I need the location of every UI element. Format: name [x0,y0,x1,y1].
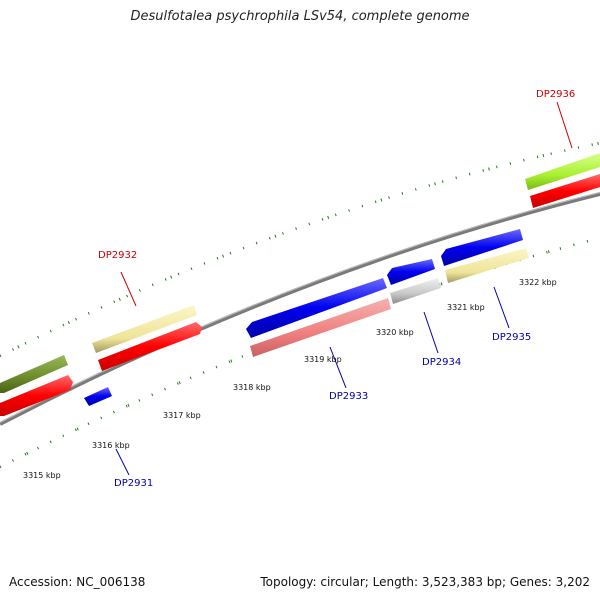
gene-feature-blue[interactable] [387,259,435,285]
gene-feature-red[interactable] [530,174,600,208]
gene-labels: DP2931 DP2932 DP2933 DP2934 DP2935 DP293… [98,89,575,489]
forward-strand-features [0,153,600,416]
outer-tick-track [0,141,600,358]
gene-label-dp2934[interactable]: DP2934 [422,357,461,368]
gene-feature-olive[interactable] [0,355,68,393]
kbp-label: 3322 kbp [519,278,557,287]
gene-feature-grey[interactable] [390,278,441,304]
gene-feature-blue[interactable] [84,387,112,406]
gene-label-dp2931[interactable]: DP2931 [114,478,153,489]
gene-feature-pink[interactable] [250,298,391,357]
kbp-labels: 3315 kbp 3316 kbp 3317 kbp 3318 kbp 3319… [23,278,557,480]
genome-backbone [0,192,600,426]
map-title: Desulfotalea psychrophila LSv54, complet… [130,9,470,24]
gene-feature-blue[interactable] [246,278,387,338]
kbp-label: 3316 kbp [92,441,130,450]
gene-label-dp2933[interactable]: DP2933 [329,391,368,402]
gene-label-dp2935[interactable]: DP2935 [492,332,531,343]
kbp-label: 3319 kbp [304,355,342,364]
accession-text: Accession: NC_006138 [9,575,146,589]
kbp-label: 3320 kbp [376,328,414,337]
gene-feature-tan[interactable] [445,248,529,283]
kbp-label: 3321 kbp [447,303,485,312]
label-leader-lines [115,101,573,476]
gene-label-dp2932[interactable]: DP2932 [98,250,137,261]
inner-tick-track [0,236,600,469]
genome-summary-text: Topology: circular; Length: 3,523,383 bp… [260,575,590,589]
kbp-label: 3315 kbp [23,471,61,480]
gene-feature-red[interactable] [0,375,73,416]
gene-feature-blue[interactable] [441,229,523,266]
reverse-strand-features [84,229,529,406]
gene-label-dp2936[interactable]: DP2936 [536,89,575,100]
gene-feature-red[interactable] [98,322,202,371]
gene-feature-tan[interactable] [92,305,197,353]
kbp-label: 3318 kbp [233,383,271,392]
kbp-label: 3317 kbp [163,411,201,420]
gene-feature-lime[interactable] [525,153,600,190]
